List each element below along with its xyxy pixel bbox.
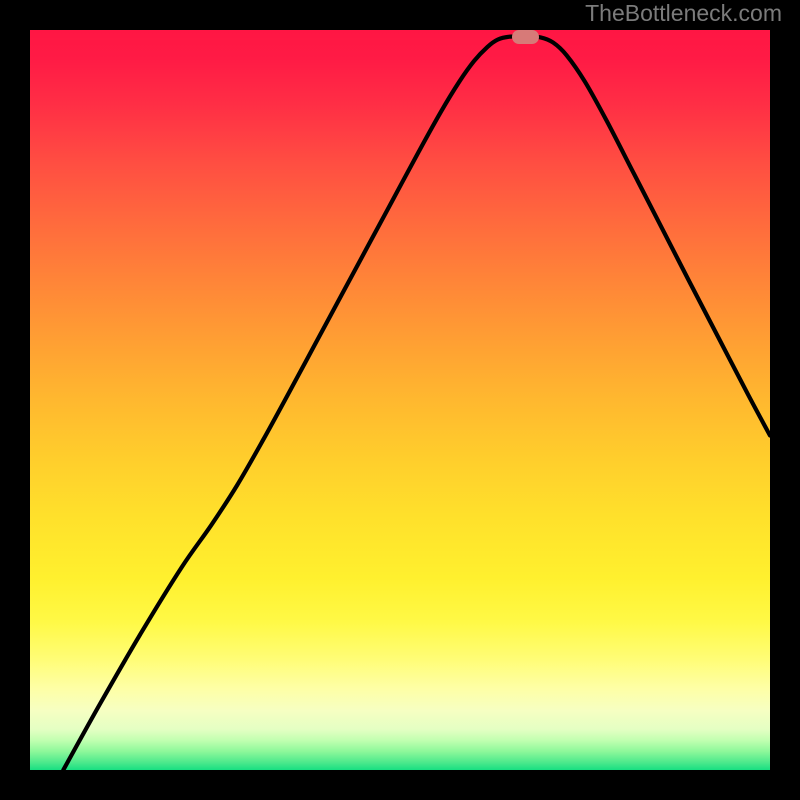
chart-plot-area bbox=[30, 30, 770, 770]
optimal-marker bbox=[512, 30, 539, 44]
watermark-text: TheBottleneck.com bbox=[585, 0, 782, 27]
chart-curve bbox=[30, 30, 770, 770]
